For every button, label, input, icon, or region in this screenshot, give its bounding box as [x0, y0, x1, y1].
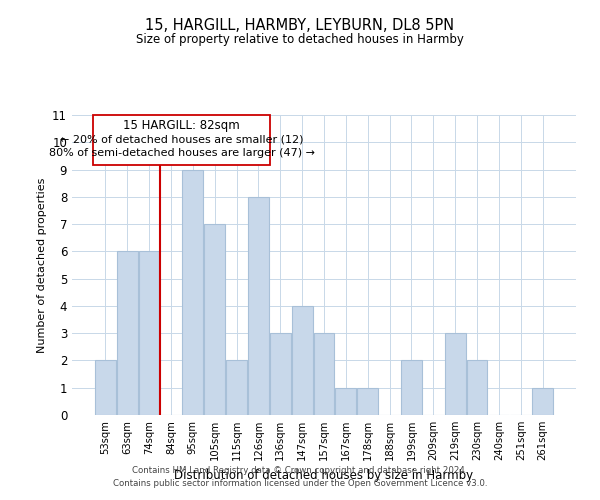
Bar: [467, 360, 487, 415]
Bar: [532, 388, 553, 415]
Y-axis label: Number of detached properties: Number of detached properties: [37, 178, 47, 352]
Bar: [314, 333, 334, 415]
Bar: [204, 224, 225, 415]
Text: ← 20% of detached houses are smaller (12): ← 20% of detached houses are smaller (12…: [60, 134, 304, 144]
Bar: [117, 252, 137, 415]
Bar: [445, 333, 466, 415]
FancyBboxPatch shape: [93, 115, 271, 166]
Bar: [226, 360, 247, 415]
Bar: [335, 388, 356, 415]
Bar: [248, 197, 269, 415]
X-axis label: Distribution of detached houses by size in Harmby: Distribution of detached houses by size …: [175, 468, 473, 481]
Text: 15 HARGILL: 82sqm: 15 HARGILL: 82sqm: [124, 120, 240, 132]
Text: 80% of semi-detached houses are larger (47) →: 80% of semi-detached houses are larger (…: [49, 148, 315, 158]
Bar: [182, 170, 203, 415]
Bar: [358, 388, 378, 415]
Text: Size of property relative to detached houses in Harmby: Size of property relative to detached ho…: [136, 32, 464, 46]
Bar: [292, 306, 313, 415]
Bar: [401, 360, 422, 415]
Text: Contains HM Land Registry data © Crown copyright and database right 2024.
Contai: Contains HM Land Registry data © Crown c…: [113, 466, 487, 487]
Text: 15, HARGILL, HARMBY, LEYBURN, DL8 5PN: 15, HARGILL, HARMBY, LEYBURN, DL8 5PN: [145, 18, 455, 32]
Bar: [95, 360, 116, 415]
Bar: [139, 252, 160, 415]
Bar: [270, 333, 290, 415]
